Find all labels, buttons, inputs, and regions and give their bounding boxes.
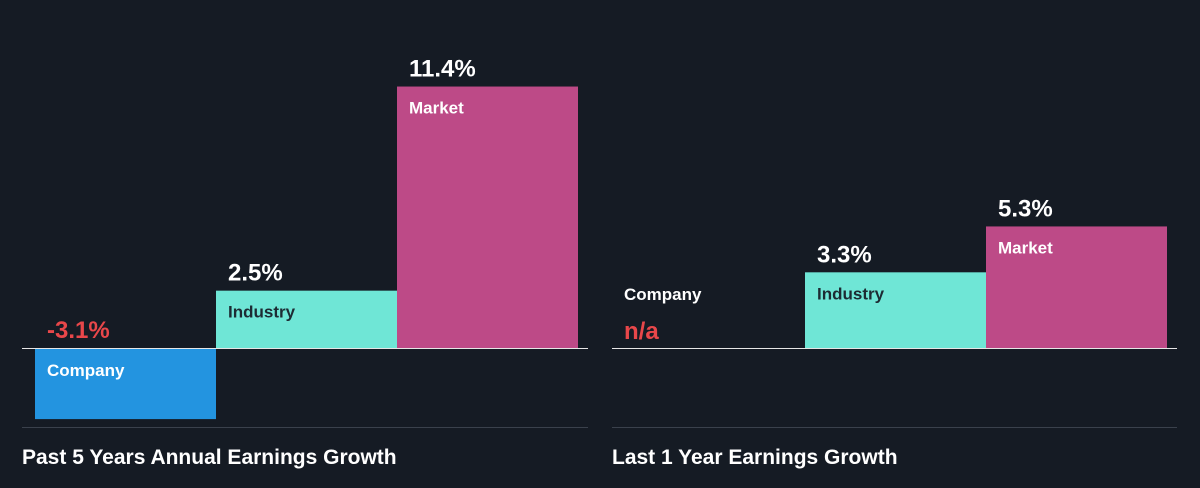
chart-title: Past 5 Years Annual Earnings Growth [22,446,397,469]
chart-title: Last 1 Year Earnings Growth [612,446,898,469]
industry-bar [216,290,397,348]
market-value-label: 11.4% [409,56,476,83]
chart-2: Company n/a Industry 3.3% Market 5.3% Last 1 Y… [612,195,1177,469]
market-category-label: Market [998,238,1053,257]
market-category-label: Market [409,99,464,118]
industry-value-label: 2.5% [228,260,283,287]
chart-1: Company -3.1% Industry 2.5% Market 11.4% Past … [22,56,588,469]
company-category-label: Company [624,285,702,304]
company-value-label: n/a [624,318,659,345]
market-bar [397,86,578,349]
company-category-label: Company [47,361,125,380]
industry-value-label: 3.3% [817,241,872,268]
market-value-label: 5.3% [998,195,1053,222]
industry-category-label: Industry [228,303,296,322]
company-bar [35,348,216,420]
company-value-label: -3.1% [47,317,110,344]
market-bar [986,226,1167,348]
industry-bar [805,272,986,348]
industry-category-label: Industry [817,284,885,303]
